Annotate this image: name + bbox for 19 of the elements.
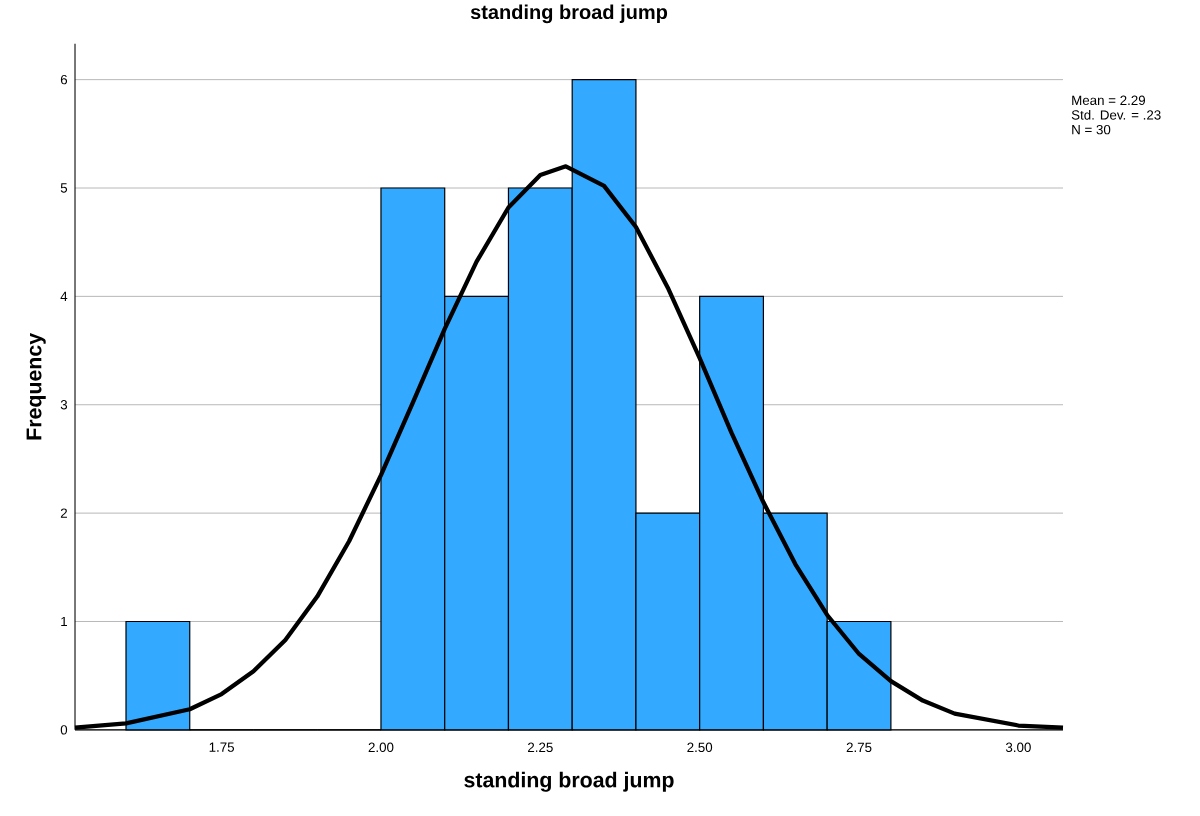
y-tick-label: 2 — [60, 508, 67, 518]
y-tick-label: 0 — [60, 725, 68, 735]
y-tick-label: 3 — [60, 400, 68, 410]
chart-title: standing broad jump — [470, 4, 668, 24]
text: Mean = 2.29 — [1072, 95, 1146, 106]
text: N = 30 — [1072, 124, 1111, 135]
y-tick-label: 1 — [61, 616, 67, 627]
text: Std. Dev. = .23 — [1071, 109, 1161, 120]
x-tick-label: 1.75 — [209, 742, 235, 752]
y-tick-label: 5 — [60, 183, 68, 193]
x-tick-label: 3.00 — [1005, 742, 1031, 753]
x-tick-label: 2.25 — [528, 742, 553, 753]
y-tick-label: 4 — [60, 291, 68, 302]
x-tick-label: 2.75 — [846, 742, 872, 753]
x-tick-label: 2.50 — [687, 742, 713, 753]
x-axis-title: standing broad jump — [464, 771, 674, 792]
x-tick-label: 2.00 — [368, 742, 394, 753]
y-axis-title: Frequency — [26, 333, 46, 440]
y-tick-label: 6 — [60, 74, 68, 85]
